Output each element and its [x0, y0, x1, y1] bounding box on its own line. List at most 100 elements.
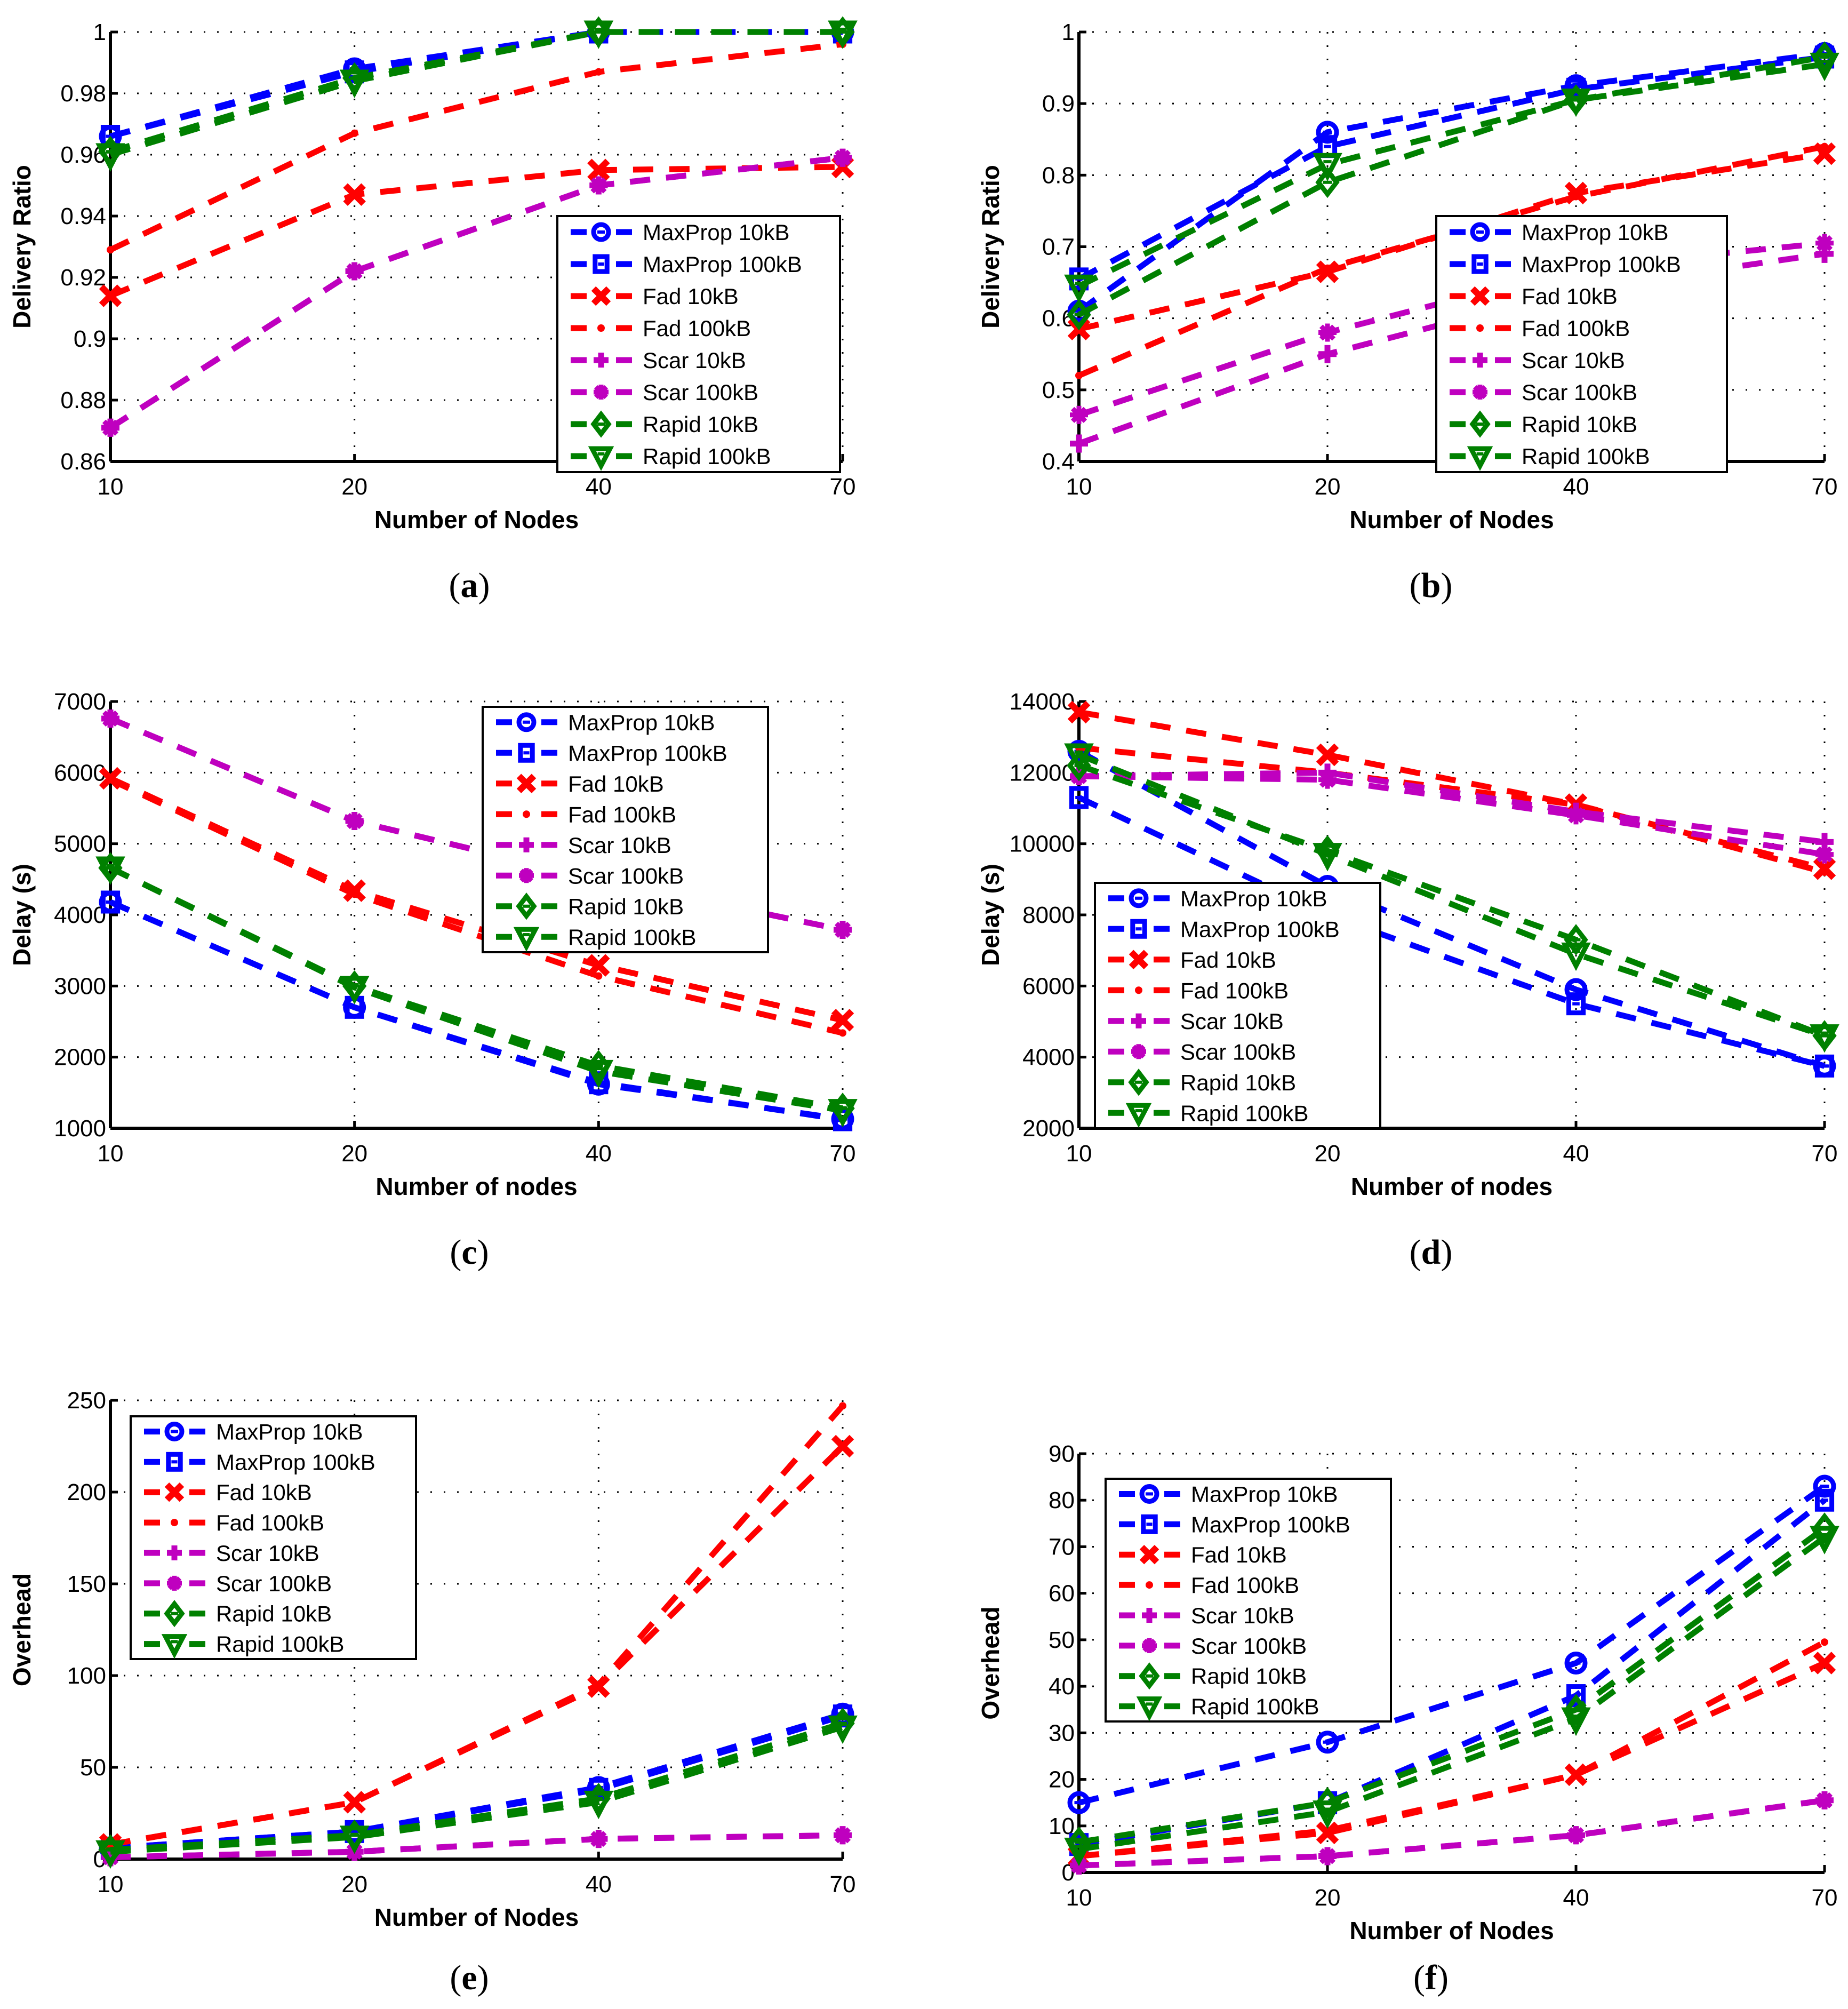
- series-line-maxprop-10kb: [1077, 748, 1826, 1069]
- series-line-maxprop-100kb: [1077, 54, 1825, 282]
- y-tick-label: 0.9: [1042, 91, 1075, 117]
- series-line-rapid-100kb: [109, 865, 843, 1114]
- legend-label-fad-100kb: Fad 100kB: [1191, 1573, 1299, 1598]
- data-point-scar-10kb: [1318, 345, 1337, 363]
- x-axis-title: Number of Nodes: [374, 1903, 579, 1931]
- legend: MaxProp 10kB MaxProp 100kB Fad 10kB Fad 100…: [130, 1415, 417, 1660]
- legend-label-rapid-100kb: Rapid 100kB: [1191, 1694, 1319, 1719]
- x-tick-label: 70: [830, 1141, 856, 1167]
- series-maxprop-10kb: [1067, 1474, 1836, 1814]
- chart-panel-d: 2000 4000 6000 8000 10000 12000 14000 10 20 40 70 N…: [924, 669, 1848, 1339]
- data-point-fad-100kb: [350, 1798, 358, 1806]
- data-point-maxprop-100kb: [1814, 1488, 1835, 1512]
- data-point-rapid-100kb: [1561, 88, 1591, 117]
- chart-panel-b: 0.4 0.5 0.6 0.7 0.8 0.9 1 10 20 40 70 Number of Nod…: [924, 0, 1848, 669]
- data-point-fad-100kb: [1324, 1827, 1331, 1835]
- data-point-rapid-100kb: [583, 1790, 614, 1820]
- x-tick-label: 40: [1563, 1141, 1589, 1167]
- series-line-rapid-100kb: [1078, 1535, 1827, 1852]
- legend-label-scar-100kb: Scar 100kB: [216, 1571, 332, 1596]
- legend: MaxProp 10kB MaxProp 100kB Fad 10kB Fad 100…: [482, 706, 769, 953]
- legend-marker-rapid-10kb: [164, 1600, 185, 1628]
- legend-marker-maxprop-10kb: [1139, 1484, 1159, 1504]
- data-point-fad-100kb: [595, 972, 603, 980]
- data-point-fad-10kb: [831, 1434, 854, 1458]
- y-axis-title: Overhead: [8, 1573, 36, 1686]
- data-point-rapid-10kb: [1315, 1787, 1340, 1819]
- legend-label-scar-10kb: Scar 10kB: [1191, 1603, 1294, 1628]
- caption-letter: e: [461, 1958, 477, 1997]
- legend-marker-scar-100kb-core: [596, 387, 606, 397]
- data-point-rapid-100kb: [583, 1059, 614, 1089]
- x-tick-label: 20: [341, 1871, 367, 1898]
- data-point-maxprop-10kb: [1067, 1791, 1091, 1814]
- legend-marker-scar-10kb: [1131, 1013, 1146, 1029]
- y-tick-label: 2000: [1022, 1115, 1075, 1142]
- series-line-rapid-10kb: [1077, 54, 1825, 317]
- data-point-rapid-10kb: [1315, 166, 1340, 198]
- series-rapid-10kb: [98, 16, 855, 168]
- y-tick-label: 0.7: [1042, 234, 1075, 260]
- x-tick-label: 20: [1315, 1885, 1341, 1911]
- data-point-rapid-100kb: [95, 1840, 125, 1869]
- caption-letter: a: [460, 566, 478, 605]
- series-line-fad-10kb: [109, 164, 843, 299]
- legend-marker-scar-100kb-core: [170, 1578, 179, 1588]
- legend-label-maxprop-100kb: MaxProp 100kB: [1191, 1512, 1350, 1537]
- legend-marker-fad-10kb: [164, 1482, 185, 1502]
- chart-svg-c: 1000 2000 3000 4000 5000 6000 7000 10 20 40 70 Numb…: [8, 689, 858, 1200]
- y-tick-label: 100: [67, 1663, 106, 1689]
- y-tick-label: 8000: [1022, 902, 1075, 928]
- x-tick-label: 10: [98, 1871, 124, 1898]
- x-tick-label: 70: [1812, 1141, 1838, 1167]
- data-point-rapid-100kb: [1561, 942, 1591, 971]
- y-tick-label: 150: [67, 1571, 106, 1597]
- legend: MaxProp 10kB MaxProp 100kB Fad 10kB Fad 100…: [1105, 1478, 1392, 1723]
- legend-label-rapid-10kb: Rapid 10kB: [1191, 1664, 1307, 1689]
- data-point-scar-100kb-core: [1322, 774, 1333, 785]
- legend-marker-maxprop-100kb: [1130, 919, 1147, 939]
- data-point-fad-100kb: [595, 1681, 603, 1689]
- data-point-scar-100kb-core: [349, 266, 360, 277]
- legend-label-scar-100kb: Scar 100kB: [643, 380, 758, 405]
- legend-label-scar-10kb: Scar 10kB: [568, 833, 671, 858]
- data-point-scar-100kb-core: [1322, 1851, 1333, 1862]
- data-point-rapid-100kb: [339, 69, 370, 98]
- legend-marker-fad-100kb: [523, 810, 530, 818]
- legend-label-scar-10kb: Scar 10kB: [1522, 348, 1625, 373]
- data-point-rapid-100kb: [1810, 1024, 1839, 1053]
- x-tick-label: 10: [98, 474, 124, 500]
- data-point-maxprop-100kb: [1566, 1684, 1586, 1708]
- legend-marker-maxprop-100kb: [166, 1452, 183, 1472]
- y-tick-label: 6000: [1022, 973, 1075, 999]
- legend-label-maxprop-100kb: MaxProp 100kB: [568, 740, 727, 766]
- x-tick-label: 20: [1315, 1141, 1341, 1167]
- series-line-fad-100kb: [1078, 745, 1826, 875]
- data-point-scar-100kb-core: [105, 713, 116, 724]
- series-line-scar-100kb: [1078, 1797, 1825, 1869]
- legend-marker-scar-10kb: [519, 837, 534, 852]
- data-point-rapid-100kb: [339, 1825, 370, 1854]
- data-point-rapid-100kb: [339, 976, 370, 1004]
- legend-label-rapid-100kb: Rapid 100kB: [216, 1632, 345, 1657]
- data-point-maxprop-10kb: [1564, 978, 1588, 1001]
- y-tick-label: 70: [1049, 1534, 1075, 1560]
- legend-label-scar-10kb: Scar 10kB: [1180, 1009, 1284, 1034]
- y-tick-label: 2000: [54, 1045, 106, 1071]
- y-tick-label: 60: [1049, 1581, 1075, 1607]
- caption-letter: d: [1421, 1233, 1441, 1272]
- data-point-maxprop-100kb: [100, 890, 121, 914]
- data-point-fad-10kb: [1316, 743, 1339, 767]
- series-rapid-100kb: [1064, 52, 1839, 304]
- data-point-scar-100kb-core: [1819, 237, 1830, 249]
- legend-label-scar-10kb: Scar 10kB: [216, 1541, 319, 1566]
- y-tick-label: 7000: [54, 689, 106, 715]
- data-point-rapid-100kb: [1313, 1800, 1342, 1829]
- x-tick-label: 70: [1812, 1885, 1838, 1911]
- panel-caption-c: (c): [450, 1233, 489, 1272]
- chart-svg-d: 2000 4000 6000 8000 10000 12000 14000 10 20 40 70 N…: [977, 689, 1839, 1200]
- legend-label-maxprop-100kb: MaxProp 100kB: [643, 252, 802, 277]
- data-point-scar-10kb: [1070, 434, 1088, 453]
- legend-marker-fad-10kb: [1139, 1544, 1159, 1565]
